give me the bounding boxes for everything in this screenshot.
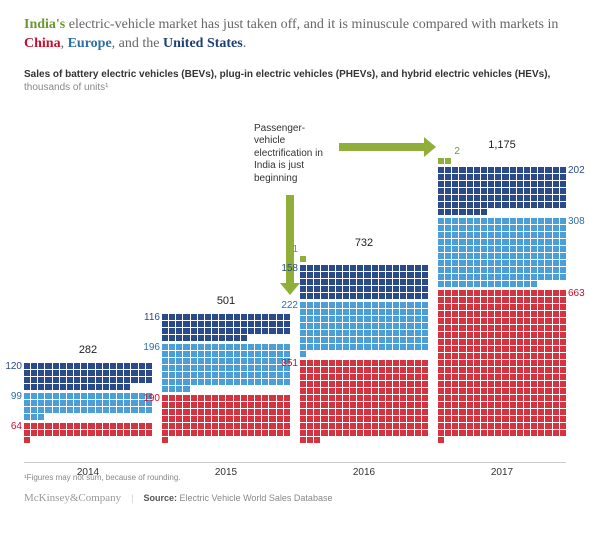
x-label: 2014 — [24, 463, 152, 478]
subtitle-light: thousands of units¹ — [24, 82, 109, 93]
segment-china — [300, 360, 428, 443]
footer: McKinsey&Company | Source: Electric Vehi… — [24, 492, 566, 504]
segment-china — [162, 395, 290, 443]
india-marker — [438, 158, 451, 164]
segment-europe — [438, 218, 566, 287]
x-label: 2017 — [438, 463, 566, 478]
segment-united-states — [300, 265, 428, 299]
segment-europe — [300, 302, 428, 357]
total-label: 501 — [162, 295, 290, 307]
segment-label-china: 64 — [0, 421, 22, 432]
segment-label-europe: 308 — [568, 216, 590, 227]
segment-label-united-states: 202 — [568, 165, 590, 176]
x-label: 2016 — [300, 463, 428, 478]
subtitle-bold: Sales of battery electric vehicles (BEVs… — [24, 69, 550, 80]
segment-label-united-states: 116 — [138, 312, 160, 323]
source: Source: Electric Vehicle World Sales Dat… — [144, 493, 333, 503]
segment-label-europe: 222 — [276, 300, 298, 311]
segment-china — [438, 290, 566, 443]
headline: India's electric-vehicle market has just… — [24, 16, 566, 54]
india-marker — [300, 256, 306, 262]
segment-label-china: 663 — [568, 288, 590, 299]
brand: McKinsey&Company — [24, 492, 121, 504]
india-label: 1 — [286, 244, 298, 255]
source-value: Electric Vehicle World Sales Database — [180, 493, 333, 503]
segment-label-europe: 99 — [0, 391, 22, 402]
x-label: 2015 — [162, 463, 290, 478]
ev-sales-chart: Passenger-vehicle electrification in Ind… — [24, 103, 566, 463]
total-label: 732 — [300, 237, 428, 249]
callout-text: Passenger-vehicle electrification in Ind… — [254, 123, 334, 186]
segment-united-states — [162, 314, 290, 341]
segment-label-europe: 196 — [138, 342, 160, 353]
segment-europe — [162, 344, 290, 392]
x-axis: 2014201520162017 — [24, 462, 566, 463]
chart-subtitle: Sales of battery electric vehicles (BEVs… — [24, 68, 566, 95]
segment-label-united-states: 158 — [276, 263, 298, 274]
segment-label-china: 190 — [138, 393, 160, 404]
total-label: 1,175 — [438, 139, 566, 151]
segment-label-china: 351 — [276, 358, 298, 369]
segment-label-united-states: 120 — [0, 361, 22, 372]
divider: | — [131, 493, 133, 503]
segment-europe — [24, 393, 152, 420]
segment-united-states — [438, 167, 566, 215]
source-label: Source: — [144, 493, 178, 503]
segment-china — [24, 423, 152, 443]
segment-united-states — [24, 363, 152, 390]
total-label: 282 — [24, 344, 152, 356]
